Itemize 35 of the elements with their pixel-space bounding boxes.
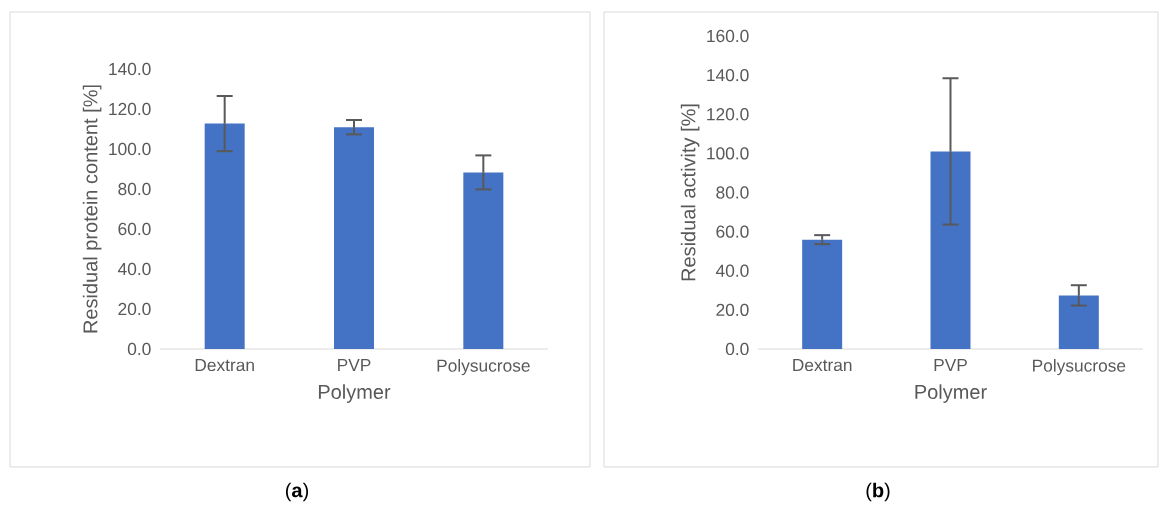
x-tick-label: Dextran [793, 359, 852, 372]
bar [463, 172, 504, 349]
bar [802, 239, 843, 349]
text: (a) [285, 482, 309, 502]
y-tick-label: 140.0 [707, 68, 749, 82]
y-tick-label: 80.0 [716, 186, 749, 199]
y-tick-label: 40.0 [117, 262, 151, 276]
y-axis-title: Residual activity [%] [680, 104, 700, 281]
x-tick-label: Dextran [195, 359, 254, 372]
y-tick-label: 100.0 [707, 147, 749, 160]
x-axis-title: Polymer [318, 384, 391, 403]
y-tick-label: 100.0 [109, 142, 151, 156]
y-axis-title: Residual protein content [%] [82, 85, 102, 333]
text: (b) [866, 482, 890, 502]
y-tick-label: 60.0 [118, 222, 151, 236]
x-tick-label: PVP [338, 359, 371, 371]
x-tick-label: Polysucrose [437, 359, 530, 376]
bar [1058, 295, 1099, 349]
x-tick-label: PVP [934, 359, 967, 371]
y-tick-label: 40.0 [715, 264, 749, 277]
y-tick-label: 160.0 [707, 29, 749, 43]
y-tick-label: 20.0 [716, 303, 749, 316]
y-tick-label: 120.0 [707, 108, 749, 121]
y-tick-label: 20.0 [118, 302, 151, 316]
y-tick-label: 0.0 [725, 342, 749, 356]
y-tick-label: 140.0 [109, 62, 151, 76]
y-tick-label: 60.0 [716, 225, 749, 238]
bar [334, 127, 375, 349]
bar [204, 123, 245, 349]
y-tick-label: 120.0 [109, 102, 151, 116]
x-tick-label: Polysucrose [1033, 359, 1126, 376]
y-tick-label: 0.0 [127, 342, 151, 356]
x-axis-title: Polymer [915, 384, 987, 403]
y-tick-label: 80.0 [118, 182, 151, 196]
bar [930, 151, 971, 349]
